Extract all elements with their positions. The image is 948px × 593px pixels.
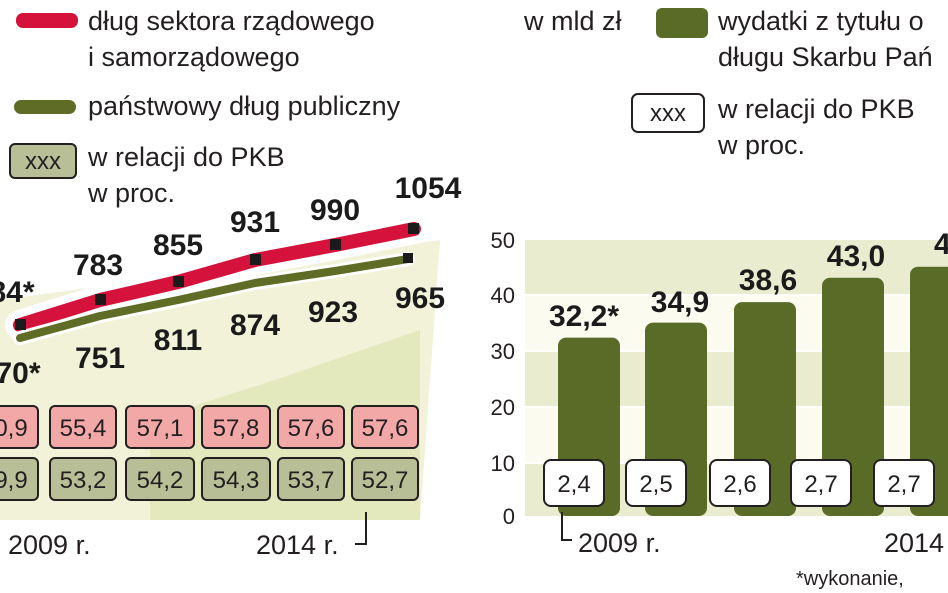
right-x-label-2009: 2009 r. <box>578 528 661 558</box>
legend-box-pkb <box>9 143 77 179</box>
sector-value: 990 <box>310 194 360 227</box>
sector-marker <box>330 239 341 250</box>
public-pkb: 54,3 <box>213 467 260 494</box>
sector-marker <box>95 294 106 305</box>
bar-value-labels: 32,2* 34,9 38,6 43,0 45 <box>549 228 948 333</box>
public-marker <box>403 253 413 263</box>
legend-label-pkb-right-line1: w relacji do PKB <box>717 94 915 124</box>
legend-swatch-public <box>14 100 76 114</box>
legend-label-sector-line1: dług sektora rządowego <box>88 6 375 36</box>
right-x-label-2014: 2014 <box>884 528 944 558</box>
sector-pkb: 57,6 <box>362 415 409 442</box>
legend-label-expenditure-line1: wydatki z tytułu o <box>717 6 924 36</box>
legend-label-pkb-line2: w proc. <box>87 178 175 208</box>
right-legend: w mld zł wydatki z tytułu o długu Skarbu… <box>523 6 933 160</box>
left-lines <box>5 214 429 345</box>
bar-value: 38,6 <box>739 264 797 297</box>
sector-pkb: 57,8 <box>213 415 260 442</box>
public-pkb: 52,7 <box>362 467 409 494</box>
bar <box>822 277 884 516</box>
bar-pkb-boxes: 2,4 2,5 2,6 2,7 2,7 <box>543 459 935 507</box>
public-pkb: 54,2 <box>137 467 184 494</box>
left-2014-bracket <box>355 512 367 545</box>
left-chart: dług sektora rządowego i samorządowego p… <box>0 6 462 560</box>
sector-marker <box>15 319 26 330</box>
bar-pkb: 2,7 <box>887 471 920 498</box>
sector-pkb: 57,1 <box>137 415 184 442</box>
bar-pkb: 2,6 <box>723 471 756 498</box>
legend-box-text: xxx <box>25 148 61 175</box>
public-value: 811 <box>154 324 202 357</box>
sector-value: 783 <box>73 249 123 282</box>
bar-value: 32,2* <box>549 300 619 333</box>
y-tick-label: 40 <box>491 283 515 308</box>
sector-marker <box>173 276 184 287</box>
sector-marker <box>250 254 261 265</box>
legend-swatch-expenditure <box>656 8 708 38</box>
sector-marker <box>408 223 419 234</box>
left-x-label-2009: 2009 r. <box>8 530 91 560</box>
sector-value: 931 <box>230 206 280 239</box>
legend-box-text-right: xxx <box>650 100 686 127</box>
sector-value: 855 <box>153 229 203 262</box>
legend-label-sector-line2: i samorządowego <box>88 42 300 72</box>
legend-label-pkb-line1: w relacji do PKB <box>87 142 285 172</box>
public-pkb: 53,2 <box>60 467 107 494</box>
public-value: 751 <box>75 342 125 375</box>
sector-pkb: 57,6 <box>288 415 335 442</box>
sector-value-labels: 84* 783 855 931 990 1054 <box>0 172 462 309</box>
legend-label-expenditure-line2: długu Skarbu Pań <box>718 42 933 72</box>
bar-pkb: 2,7 <box>804 471 837 498</box>
bar-pkb: 2,5 <box>639 471 672 498</box>
left-legend: dług sektora rządowego i samorządowego p… <box>9 6 401 208</box>
y-tick-label: 0 <box>503 504 515 529</box>
y-tick-label: 30 <box>491 339 515 364</box>
bar-pkb: 2,4 <box>557 471 590 498</box>
public-pkb-boxes: 9,9 53,2 54,2 54,3 53,7 52,7 <box>0 457 419 501</box>
unit-label: w mld zł <box>523 6 622 36</box>
public-pkb: 9,9 <box>0 467 28 494</box>
bar <box>910 266 948 516</box>
legend-swatch-sector <box>16 13 78 28</box>
series-line-sector <box>13 222 421 332</box>
sector-pkb: 55,4 <box>60 415 107 442</box>
right-2009-bracket <box>561 512 572 541</box>
left-x-label-2014: 2014 r. <box>256 530 339 560</box>
right-chart: w mld zł wydatki z tytułu o długu Skarbu… <box>491 6 948 590</box>
bar-value: 34,9 <box>651 286 709 319</box>
sector-pkb: 0,9 <box>0 415 28 442</box>
public-pkb: 53,7 <box>288 467 335 494</box>
public-value-labels: 70* 751 811 874 923 965 <box>0 282 445 390</box>
right-y-axis: 50 40 30 20 10 0 <box>491 228 515 529</box>
y-tick-label: 50 <box>491 228 515 253</box>
public-value: 70* <box>0 357 41 390</box>
y-tick-label: 20 <box>491 395 515 420</box>
footnote: *wykonanie, <box>796 568 904 590</box>
bar-value: 43,0 <box>827 240 885 273</box>
sector-pkb-boxes: 0,9 55,4 57,1 57,8 57,6 57,6 <box>0 405 419 449</box>
public-value: 874 <box>230 309 280 342</box>
bar-value: 45 <box>934 228 948 261</box>
public-value: 923 <box>308 296 358 329</box>
legend-label-public: państwowy dług publiczny <box>88 91 401 121</box>
legend-box-pkb-right <box>631 93 705 133</box>
sector-value: 1054 <box>395 172 462 205</box>
sector-value: 84* <box>0 276 35 309</box>
public-value: 965 <box>395 282 445 315</box>
y-tick-label: 10 <box>491 451 515 476</box>
legend-label-pkb-right-line2: w proc. <box>717 130 805 160</box>
series-line-public <box>16 255 412 342</box>
